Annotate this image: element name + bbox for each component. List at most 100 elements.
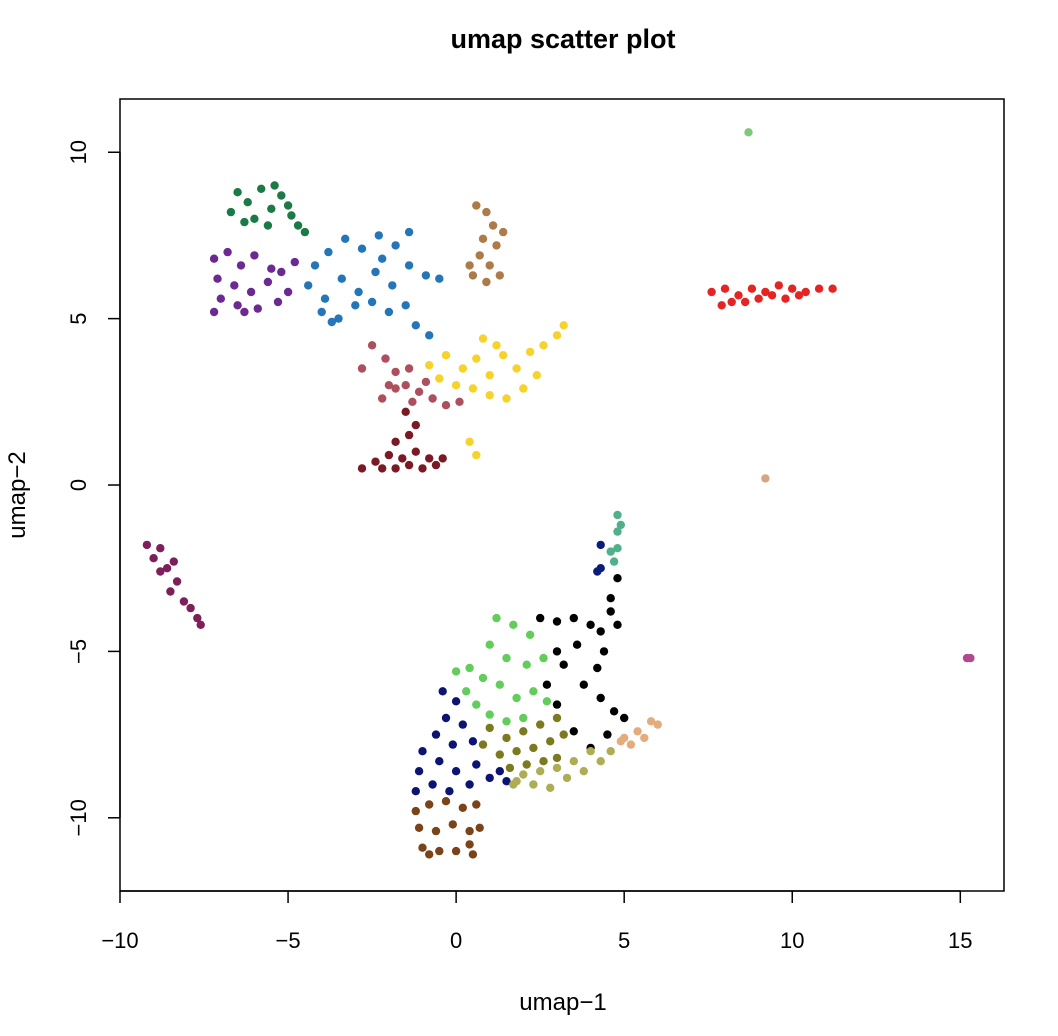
- point-cluster-1-11: [293, 221, 303, 230]
- point-cluster-14-16: [542, 680, 552, 689]
- point-cluster-11-4: [162, 564, 172, 573]
- point-cluster-5-2: [720, 284, 730, 293]
- point-cluster-7-11: [559, 321, 568, 330]
- point-cluster-14-14: [569, 727, 578, 736]
- point-cluster-14-22: [552, 647, 562, 656]
- point-cluster-9-16: [411, 420, 420, 430]
- point-cluster-2-15: [240, 307, 249, 317]
- point-cluster-9-10: [404, 460, 414, 470]
- point-cluster-5-6: [774, 281, 783, 290]
- point-cluster-11-10: [196, 620, 205, 629]
- point-cluster-4-5: [492, 241, 501, 250]
- point-cluster-7-3: [458, 364, 467, 373]
- point-cluster-11-6: [166, 587, 175, 596]
- point-cluster-14-6: [599, 647, 609, 656]
- point-cluster-4-9: [482, 277, 491, 287]
- y-tick-label-1: −10: [66, 799, 91, 836]
- point-cluster-3-6: [391, 241, 400, 250]
- point-cluster-8-1: [367, 341, 377, 350]
- x-tick-label-2: −5: [276, 928, 301, 953]
- point-cluster-18-11: [559, 730, 568, 739]
- point-cluster-8-11: [357, 364, 367, 373]
- point-cluster-15-4: [485, 640, 494, 649]
- point-cluster-11-12: [169, 557, 178, 566]
- point-cluster-3-15: [421, 271, 431, 280]
- point-cluster-17-17: [445, 787, 454, 796]
- y-axis-label: umap−2: [4, 451, 31, 538]
- point-cluster-1-9: [263, 221, 273, 230]
- point-cluster-14-19: [606, 607, 615, 616]
- point-cluster-11-1: [142, 540, 152, 550]
- point-cluster-5-5: [761, 287, 770, 297]
- point-cluster-7-17: [532, 371, 541, 380]
- point-cluster-11-7: [179, 597, 189, 606]
- point-cluster-16-6: [626, 740, 636, 749]
- point-cluster-15-14: [451, 667, 461, 676]
- y-tick-label-5: 10: [66, 140, 91, 164]
- point-cluster-17-18: [465, 780, 474, 789]
- point-cluster-2-14: [209, 307, 219, 317]
- point-cluster-8-10: [404, 364, 414, 373]
- point-cluster-3-17: [317, 307, 326, 317]
- point-cluster-20-12: [435, 846, 444, 856]
- point-cluster-19-13: [519, 770, 528, 779]
- point-cluster-2-12: [253, 304, 262, 313]
- point-cluster-3-25: [327, 317, 336, 327]
- point-cluster-18-7: [495, 750, 504, 759]
- point-cluster-2-16: [277, 267, 286, 277]
- point-cluster-11-2: [149, 554, 158, 563]
- point-cluster-7-18: [492, 341, 501, 350]
- point-cluster-17-12: [485, 773, 494, 783]
- point-cluster-14-18: [572, 640, 582, 649]
- point-cluster-12-6: [606, 547, 615, 556]
- point-cluster-1-5: [277, 191, 286, 200]
- point-cluster-7-16: [519, 384, 528, 393]
- point-cluster-11-8: [186, 603, 195, 613]
- point-cluster-1-6: [287, 211, 296, 220]
- point-cluster-17-19: [502, 777, 511, 786]
- point-cluster-14-23: [613, 620, 622, 629]
- point-cluster-4-11: [465, 261, 474, 270]
- point-cluster-17-1: [438, 687, 447, 696]
- point-cluster-8-5: [414, 387, 424, 396]
- point-cluster-5-3: [734, 291, 743, 300]
- point-cluster-7-7: [512, 364, 521, 373]
- point-cluster-9-9: [391, 464, 400, 473]
- point-cluster-20-4: [458, 803, 467, 812]
- point-cluster-5-10: [828, 284, 837, 293]
- point-cluster-15-7: [539, 653, 548, 663]
- x-axis-label: umap−1: [519, 989, 606, 1016]
- x-tick-label-1: −10: [101, 928, 138, 953]
- point-cluster-16-4: [653, 720, 662, 729]
- point-cluster-15-8: [465, 663, 474, 673]
- point-cluster-1-10: [283, 201, 293, 210]
- point-cluster-15-1: [492, 613, 501, 623]
- point-cluster-8-9: [384, 381, 394, 390]
- x-axis: −10 −5 0 5 10 15: [101, 890, 973, 953]
- point-cluster-15-6: [522, 660, 531, 669]
- point-cluster-18-3: [519, 727, 528, 736]
- point-cluster-20-5: [472, 800, 481, 809]
- point-cluster-14-1: [536, 613, 545, 623]
- x-tick-label-5: 10: [780, 928, 804, 953]
- point-cluster-5-14: [767, 291, 777, 300]
- point-cluster-18-9: [529, 743, 538, 753]
- point-cluster-4-6: [475, 251, 484, 260]
- point-cluster-7-10: [552, 331, 562, 340]
- point-cluster-1-12: [240, 217, 249, 227]
- point-cluster-3-12: [371, 267, 380, 277]
- point-cluster-17-6: [448, 740, 457, 749]
- point-cluster-20-7: [431, 826, 441, 836]
- point-cluster-20-3: [441, 797, 451, 806]
- point-cluster-11-5: [172, 577, 182, 586]
- point-cluster-3-5: [374, 231, 383, 240]
- point-cluster-20-2: [425, 800, 434, 809]
- point-cluster-15-12: [529, 687, 538, 696]
- point-cluster-4-2: [482, 207, 491, 217]
- point-cluster-2-4: [250, 251, 259, 260]
- point-cluster-11-9: [193, 613, 202, 623]
- point-cluster-8-7: [441, 401, 451, 410]
- point-cluster-19-2: [529, 780, 538, 789]
- point-cluster-3-11: [354, 287, 363, 297]
- point-cluster-8-8: [455, 397, 464, 406]
